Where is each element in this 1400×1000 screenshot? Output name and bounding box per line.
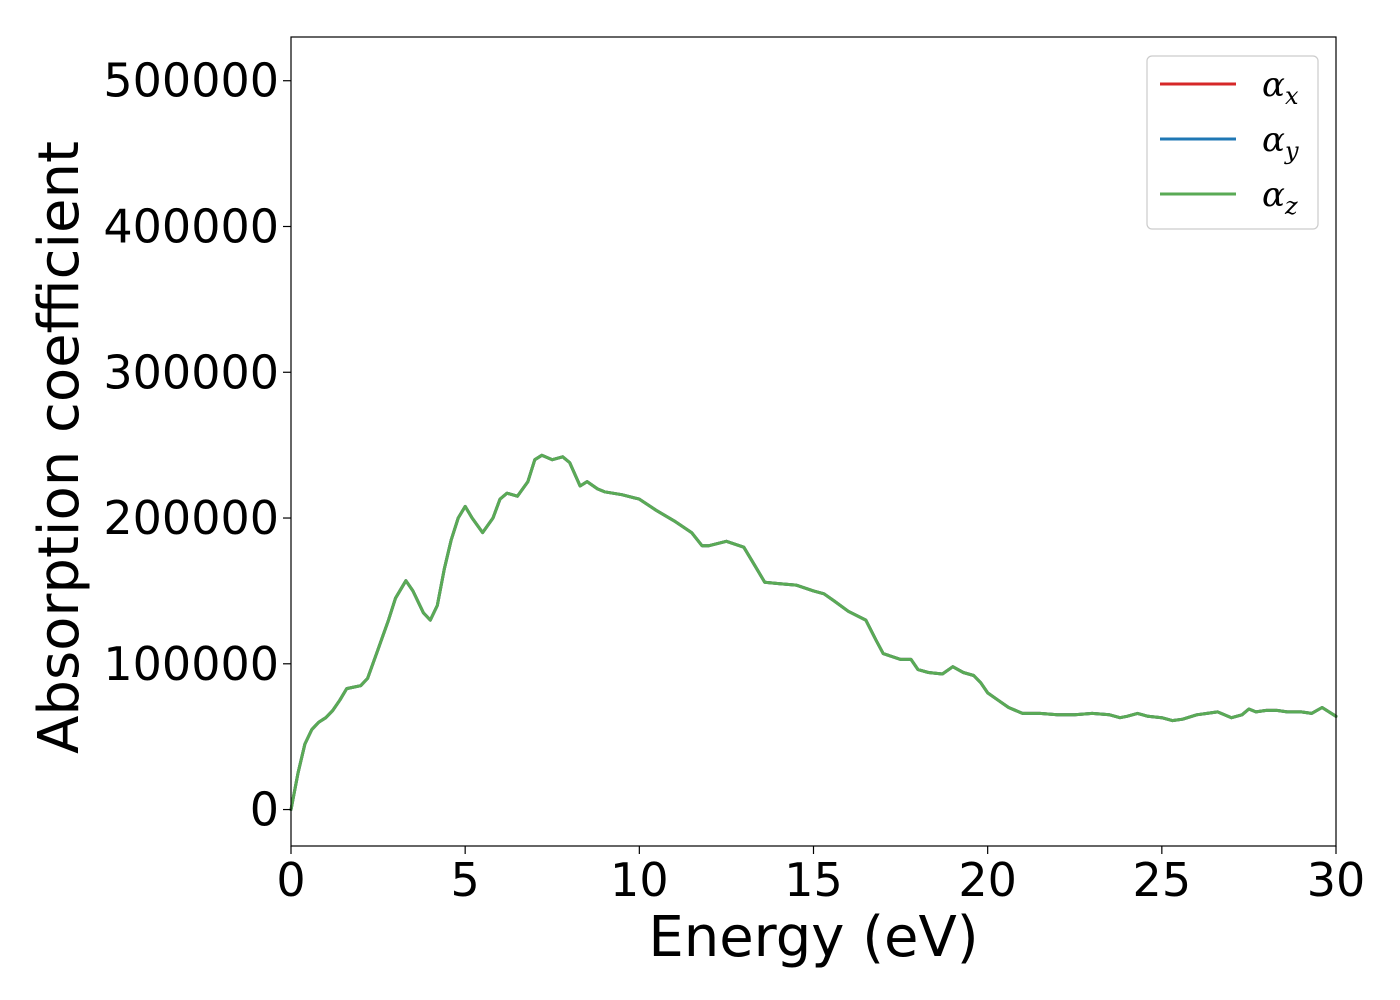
x-axis-title: Energy (eV)	[648, 905, 978, 970]
y-tick-label: 200000	[103, 491, 279, 545]
y-tick-label: 0	[250, 783, 279, 837]
x-tick-label: 10	[610, 853, 669, 907]
y-tick-label: 500000	[103, 54, 279, 108]
y-tick-label: 400000	[103, 199, 279, 253]
x-tick-label: 20	[958, 853, 1017, 907]
x-tick-label: 25	[1133, 853, 1192, 907]
x-tick-label: 0	[276, 853, 305, 907]
legend-frame	[1146, 55, 1319, 230]
series-line-3	[289, 453, 1338, 812]
x-tick-label: 5	[451, 853, 480, 907]
y-tick-label: 100000	[103, 637, 279, 691]
x-tick-label: 30	[1307, 853, 1366, 907]
x-tick-label: 15	[784, 853, 843, 907]
legend-label: αz	[1262, 175, 1298, 220]
y-axis-ticks: 0 100000 200000 300000 400000 500000	[103, 54, 291, 837]
series-layer	[289, 453, 1338, 812]
legend-label: αx	[1262, 65, 1299, 110]
y-axis-title: Absorption coefficient	[27, 141, 92, 754]
y-tick-label: 300000	[103, 345, 279, 399]
legend: αx αy αz	[1146, 55, 1319, 230]
legend-label: αy	[1262, 120, 1299, 165]
x-axis-ticks: 0 5 10 15 20 25 30	[276, 846, 1365, 907]
